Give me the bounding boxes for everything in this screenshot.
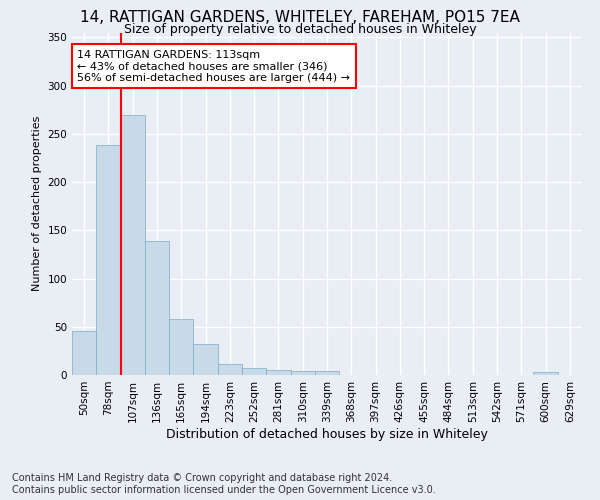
Bar [218,364,242,375]
X-axis label: Distribution of detached houses by size in Whiteley: Distribution of detached houses by size … [166,428,488,440]
Bar [266,370,290,375]
Bar [169,319,193,375]
Text: Contains HM Land Registry data © Crown copyright and database right 2024.
Contai: Contains HM Land Registry data © Crown c… [12,474,436,495]
Text: 14, RATTIGAN GARDENS, WHITELEY, FAREHAM, PO15 7EA: 14, RATTIGAN GARDENS, WHITELEY, FAREHAM,… [80,10,520,25]
Bar [96,146,121,375]
Bar [315,371,339,375]
Text: 14 RATTIGAN GARDENS: 113sqm
← 43% of detached houses are smaller (346)
56% of se: 14 RATTIGAN GARDENS: 113sqm ← 43% of det… [77,50,350,83]
Bar [145,241,169,375]
Bar [121,114,145,375]
Bar [242,368,266,375]
Y-axis label: Number of detached properties: Number of detached properties [32,116,42,292]
Bar [72,330,96,375]
Bar [193,344,218,375]
Bar [290,371,315,375]
Bar [533,372,558,375]
Text: Size of property relative to detached houses in Whiteley: Size of property relative to detached ho… [124,22,476,36]
